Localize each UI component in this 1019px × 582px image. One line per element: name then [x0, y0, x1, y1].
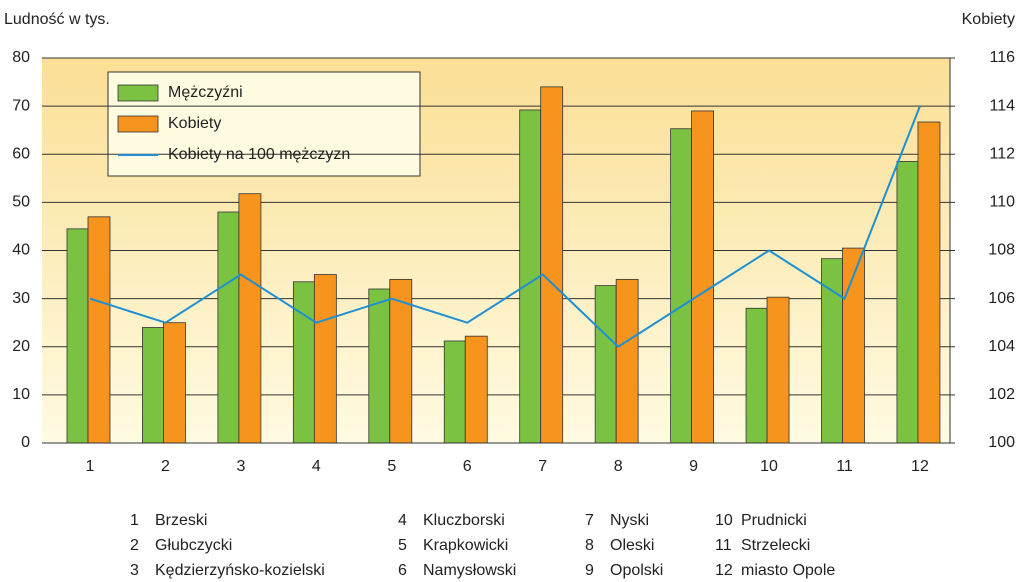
y-tick-label: 50 — [12, 194, 30, 211]
legend-swatch — [117, 115, 159, 133]
region-number: 5 — [398, 537, 407, 554]
region-number: 9 — [585, 562, 594, 579]
bar — [917, 121, 941, 444]
bar — [766, 296, 790, 444]
bar — [519, 109, 542, 444]
legend-label: Mężczyźni — [168, 84, 243, 101]
x-tick-label: 11 — [836, 458, 853, 475]
y-tick-label: 40 — [12, 242, 30, 259]
x-tick-label: 2 — [161, 458, 170, 475]
region-number: 10 — [715, 512, 733, 529]
legend-swatch — [117, 84, 159, 102]
region-name: miasto Opole — [741, 562, 835, 579]
bar — [594, 285, 617, 444]
x-tick-label: 10 — [760, 458, 778, 475]
y2-tick-label: 100 — [988, 434, 1015, 451]
y2-tick-label: 106 — [988, 290, 1015, 307]
bar — [87, 216, 111, 444]
region-number: 7 — [585, 512, 594, 529]
region-name: Oleski — [610, 537, 654, 554]
x-tick-label: 8 — [614, 458, 623, 475]
region-name: Prudnicki — [741, 512, 807, 529]
bar — [896, 161, 919, 444]
legend-box — [107, 71, 421, 177]
region-number: 8 — [585, 537, 594, 554]
bar — [217, 211, 240, 444]
region-number: 1 — [130, 512, 139, 529]
region-name: Namysłowski — [423, 562, 516, 579]
region-name: Opolski — [610, 562, 663, 579]
region-name: Głubczycki — [155, 537, 232, 554]
x-tick-label: 7 — [538, 458, 547, 475]
line — [89, 105, 921, 349]
region-number: 4 — [398, 512, 407, 529]
y2-tick-label: 102 — [988, 386, 1015, 403]
y-axis-label: Ludność w tys. — [4, 11, 110, 28]
x-tick-label: 12 — [911, 458, 929, 475]
bar — [66, 228, 89, 444]
region-name: Strzelecki — [741, 537, 810, 554]
bar — [615, 278, 639, 444]
bar — [368, 288, 391, 444]
y2-tick-label: 116 — [989, 49, 1015, 66]
legend-label: Kobiety na 100 mężczyzn — [168, 146, 350, 163]
region-name: Kluczborski — [423, 512, 505, 529]
x-tick-label: 5 — [387, 458, 396, 475]
y-tick-label: 60 — [12, 145, 30, 162]
region-number: 2 — [130, 537, 139, 554]
region-name: Brzeski — [155, 512, 207, 529]
y2-tick-label: 104 — [988, 338, 1015, 355]
y-tick-label: 70 — [12, 97, 30, 114]
y-tick-label: 80 — [12, 49, 30, 66]
y2-tick-label: 108 — [988, 242, 1015, 259]
bar — [313, 274, 337, 444]
y2-tick-label: 112 — [989, 145, 1015, 162]
y2-tick-label: 114 — [989, 97, 1015, 114]
region-name: Nyski — [610, 512, 649, 529]
y-tick-label: 20 — [12, 338, 30, 355]
bar — [540, 86, 564, 444]
region-number: 6 — [398, 562, 407, 579]
x-tick-label: 9 — [689, 458, 698, 475]
y-tick-label: 30 — [12, 290, 30, 307]
x-tick-label: 6 — [463, 458, 472, 475]
region-number: 12 — [715, 562, 733, 579]
x-tick-label: 1 — [86, 458, 95, 475]
bar — [464, 335, 488, 444]
region-number: 3 — [130, 562, 139, 579]
x-tick-label: 4 — [312, 458, 321, 475]
region-number: 11 — [715, 537, 732, 554]
bar — [670, 128, 692, 444]
y2-axis-label: Kobiety — [962, 11, 1015, 28]
bar — [691, 110, 714, 444]
y-tick-label: 10 — [12, 386, 30, 403]
bar — [292, 281, 315, 444]
bar — [443, 340, 466, 444]
bar — [745, 307, 768, 444]
region-name: Kędzierzyńsko-kozielski — [155, 562, 325, 579]
legend-label: Kobiety — [168, 115, 221, 132]
bar — [238, 193, 262, 444]
y2-tick-label: 110 — [989, 194, 1015, 211]
region-name: Krapkowicki — [423, 537, 508, 554]
bar — [163, 322, 186, 444]
y-tick-label: 0 — [21, 434, 30, 451]
bar — [142, 327, 164, 444]
x-tick-label: 3 — [236, 458, 245, 475]
